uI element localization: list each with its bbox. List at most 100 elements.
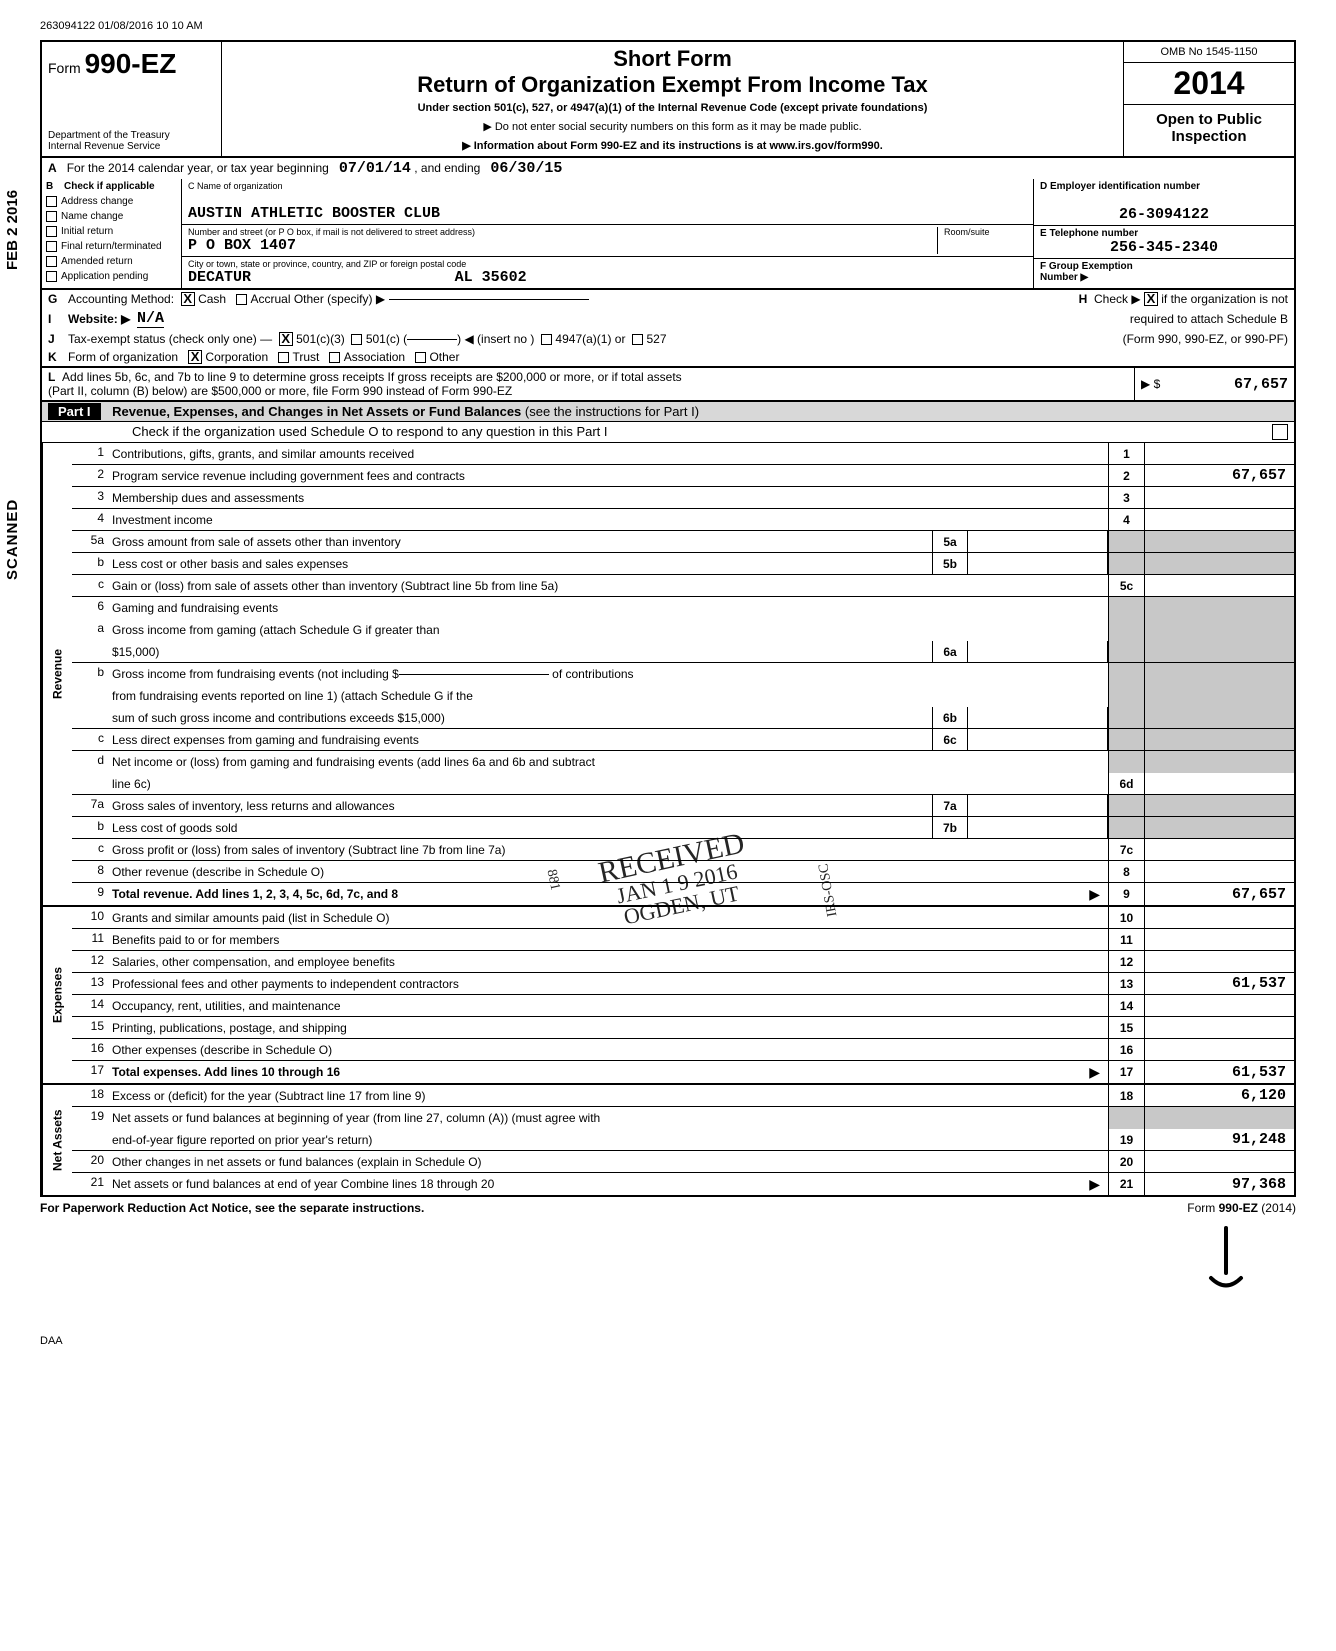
line-7b-desc: Less cost of goods sold: [108, 817, 932, 838]
opt-4947: 4947(a)(1) or: [555, 332, 625, 346]
line-19-desc2: end-of-year figure reported on prior yea…: [108, 1129, 1108, 1150]
line-12-desc: Salaries, other compensation, and employ…: [108, 951, 1108, 972]
chk-4947[interactable]: [541, 334, 552, 345]
chk-name-change[interactable]: Name change: [42, 209, 181, 224]
checkbox-icon: [46, 256, 57, 267]
revenue-vert-label: Revenue: [42, 443, 72, 905]
group-exemption-row: F Group Exemption Number ▶: [1034, 259, 1294, 285]
line-6c-desc: Less direct expenses from gaming and fun…: [108, 729, 932, 750]
col-b-header: B Check if applicable: [42, 179, 181, 194]
line-6b-3: sum of such gross income and contributio…: [72, 707, 1294, 729]
dept-line: Department of the Treasury: [48, 130, 170, 141]
chk-corporation[interactable]: X: [188, 350, 202, 364]
expenses-vert-label: Expenses: [42, 907, 72, 1083]
chk-other[interactable]: [415, 352, 426, 363]
footer: For Paperwork Reduction Act Notice, see …: [40, 1197, 1296, 1219]
chk-final-return[interactable]: Final return/terminated: [42, 239, 181, 254]
part-title: Revenue, Expenses, and Changes in Net As…: [112, 404, 521, 419]
rows-g-k: G Accounting Method: X Cash Accrual Othe…: [40, 290, 1296, 368]
line-19-desc1: Net assets or fund balances at beginning…: [108, 1107, 1108, 1129]
chk-label: Address change: [61, 196, 133, 207]
tax-year-begin: 07/01/14: [339, 160, 411, 177]
chk-association[interactable]: [329, 352, 340, 363]
line-20-desc: Other changes in net assets or fund bala…: [108, 1151, 1108, 1172]
chk-accrual[interactable]: [236, 294, 247, 305]
phone-value: 256-345-2340: [1040, 239, 1288, 256]
line-5a-desc: Gross amount from sale of assets other t…: [108, 531, 932, 552]
line-3: 3Membership dues and assessments 3: [72, 487, 1294, 509]
city-value: DECATUR: [188, 269, 251, 286]
ein-row: D Employer identification number 26-3094…: [1034, 179, 1294, 226]
chk-trust[interactable]: [278, 352, 289, 363]
chk-sched-o[interactable]: [1272, 424, 1288, 440]
line-7c: cGross profit or (loss) from sales of in…: [72, 839, 1294, 861]
chk-sched-b[interactable]: X: [1144, 292, 1158, 306]
line-6b-text1b: of contributions: [552, 667, 633, 681]
return-title: Return of Organization Exempt From Incom…: [230, 72, 1115, 98]
chk-527[interactable]: [632, 334, 643, 345]
cash-label: Cash: [198, 292, 226, 306]
line-9: 9Total revenue. Add lines 1, 2, 3, 4, 5c…: [72, 883, 1294, 905]
line-1-desc: Contributions, gifts, grants, and simila…: [108, 443, 1108, 464]
tax-year: 2014: [1124, 63, 1294, 105]
line-21: 21Net assets or fund balances at end of …: [72, 1173, 1294, 1195]
opt-corporation: Corporation: [205, 350, 268, 364]
chk-501c[interactable]: [351, 334, 362, 345]
line-6c: cLess direct expenses from gaming and fu…: [72, 729, 1294, 751]
line-2-value: 67,657: [1144, 465, 1294, 486]
sched-o-text: Check if the organization used Schedule …: [132, 424, 608, 440]
chk-501c3[interactable]: X: [279, 332, 293, 346]
row-h-label: Check ▶: [1094, 292, 1141, 306]
city-label: City or town, state or province, country…: [188, 259, 1027, 269]
header-meta: 263094122 01/08/2016 10 10 AM: [40, 20, 1296, 32]
line-4-desc: Investment income: [108, 509, 1108, 530]
sched-o-note: Check if the organization used Schedule …: [40, 422, 1296, 443]
line-7b: bLess cost of goods sold 7b: [72, 817, 1294, 839]
line-9-value: 67,657: [1144, 883, 1294, 905]
group-exemption-number: Number ▶: [1040, 272, 1288, 283]
chk-amended-return[interactable]: Amended return: [42, 254, 181, 269]
info-link: ▶ Information about Form 990-EZ and its …: [230, 139, 1115, 152]
net-assets-section: Net Assets 18Excess or (deficit) for the…: [40, 1085, 1296, 1197]
line-5b-desc: Less cost or other basis and sales expen…: [108, 553, 932, 574]
line-6d-2: line 6c) 6d: [72, 773, 1294, 795]
opt-trust: Trust: [292, 350, 319, 364]
line-17-text: Total expenses. Add lines 10 through 16: [112, 1065, 340, 1079]
ssn-warning: ▶ Do not enter social security numbers o…: [230, 120, 1115, 133]
row-g-label: Accounting Method:: [68, 292, 174, 306]
row-h-line2: required to attach Schedule B: [1130, 312, 1288, 326]
line-4: 4Investment income 4: [72, 509, 1294, 531]
line-7a: 7aGross sales of inventory, less returns…: [72, 795, 1294, 817]
line-11-desc: Benefits paid to or for members: [108, 929, 1108, 950]
line-7a-desc: Gross sales of inventory, less returns a…: [108, 795, 932, 816]
checkbox-icon: [46, 241, 57, 252]
line-12: 12Salaries, other compensation, and empl…: [72, 951, 1294, 973]
line-21-text: Net assets or fund balances at end of ye…: [112, 1177, 494, 1191]
omb-number: OMB No 1545-1150: [1124, 42, 1294, 63]
form-header-center: Short Form Return of Organization Exempt…: [222, 42, 1124, 156]
street-row: Number and street (or P O box, if mail i…: [182, 225, 1033, 257]
chk-address-change[interactable]: Address change: [42, 194, 181, 209]
opt-527: 527: [646, 332, 666, 346]
line-6d-desc1: Net income or (loss) from gaming and fun…: [108, 751, 1108, 773]
line-6b-desc2: from fundraising events reported on line…: [108, 685, 1108, 707]
pra-notice: For Paperwork Reduction Act Notice, see …: [40, 1201, 1187, 1215]
line-6a-1: aGross income from gaming (attach Schedu…: [72, 619, 1294, 641]
line-9-desc: Total revenue. Add lines 1, 2, 3, 4, 5c,…: [108, 883, 1108, 905]
group-exemption-label: F Group Exemption: [1040, 261, 1288, 272]
part-i-header: Part I Revenue, Expenses, and Changes in…: [40, 402, 1296, 422]
form-header-left: Form 990-EZ Department of the Treasury I…: [42, 42, 222, 156]
line-6b-desc1: Gross income from fundraising events (no…: [108, 663, 1108, 685]
line-6d-1: dNet income or (loss) from gaming and fu…: [72, 751, 1294, 773]
website-label: Website: ▶: [68, 312, 130, 326]
chk-cash[interactable]: X: [181, 292, 195, 306]
phone-row: E Telephone number 256-345-2340: [1034, 226, 1294, 259]
chk-application-pending[interactable]: Application pending: [42, 269, 181, 284]
line-5a: 5aGross amount from sale of assets other…: [72, 531, 1294, 553]
chk-initial-return[interactable]: Initial return: [42, 224, 181, 239]
row-a: A For the 2014 calendar year, or tax yea…: [40, 158, 1296, 179]
phone-label: E Telephone number: [1040, 228, 1288, 239]
org-name-label: C Name of organization: [188, 181, 1027, 191]
part-label: Part I: [48, 403, 101, 420]
line-18-desc: Excess or (deficit) for the year (Subtra…: [108, 1085, 1108, 1106]
